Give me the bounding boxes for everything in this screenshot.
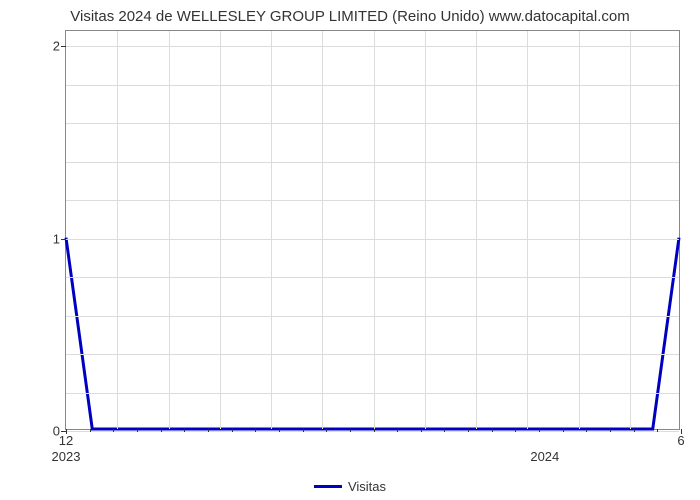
x-tick-minor [208, 429, 209, 432]
gridline-v [322, 31, 323, 429]
x-tick-minor [610, 429, 611, 432]
x-tick-minor [232, 429, 233, 432]
x-tick-minor [563, 429, 564, 432]
x-year-label: 2023 [52, 449, 81, 464]
legend-label: Visitas [348, 479, 386, 494]
x-tick-minor [326, 429, 327, 432]
x-tick-minor [161, 429, 162, 432]
gridline-h [66, 393, 679, 394]
gridline-v [220, 31, 221, 429]
gridline-v [476, 31, 477, 429]
x-tick-minor [90, 429, 91, 432]
gridline-h [66, 200, 679, 201]
x-tick-minor [468, 429, 469, 432]
visitas-line [66, 31, 679, 429]
gridline-h [66, 162, 679, 163]
x-tick-minor [184, 429, 185, 432]
x-tick-minor [421, 429, 422, 432]
x-year-label: 2024 [530, 449, 559, 464]
x-tick-minor [303, 429, 304, 432]
gridline-v [425, 31, 426, 429]
x-tick-minor [397, 429, 398, 432]
legend: Visitas [314, 479, 386, 494]
gridline-v [169, 31, 170, 429]
x-tick-minor [374, 429, 375, 432]
gridline-v [579, 31, 580, 429]
y-tick-mark [61, 46, 66, 47]
x-tick-minor [350, 429, 351, 432]
chart-title: Visitas 2024 de WELLESLEY GROUP LIMITED … [0, 0, 700, 25]
gridline-h [66, 239, 679, 240]
gridline-v [374, 31, 375, 429]
gridline-h [66, 46, 679, 47]
x-tick-minor [657, 429, 658, 432]
x-tick-minor [634, 429, 635, 432]
gridline-h [66, 277, 679, 278]
gridline-h [66, 123, 679, 124]
x-tick-label: 6 [677, 429, 684, 448]
gridline-v [271, 31, 272, 429]
x-tick-minor [255, 429, 256, 432]
x-tick-minor [492, 429, 493, 432]
x-tick-minor [515, 429, 516, 432]
x-tick-minor [137, 429, 138, 432]
x-tick-minor [444, 429, 445, 432]
gridline-v [527, 31, 528, 429]
x-tick-minor [279, 429, 280, 432]
gridline-h [66, 85, 679, 86]
plot-area: 01212620232024 [65, 30, 680, 430]
x-tick-minor [113, 429, 114, 432]
x-tick-label: 12 [59, 429, 73, 448]
gridline-v [117, 31, 118, 429]
y-tick-mark [61, 239, 66, 240]
x-tick-minor [539, 429, 540, 432]
gridline-v [630, 31, 631, 429]
x-tick-minor [586, 429, 587, 432]
gridline-h [66, 354, 679, 355]
gridline-h [66, 316, 679, 317]
legend-swatch [314, 485, 342, 488]
